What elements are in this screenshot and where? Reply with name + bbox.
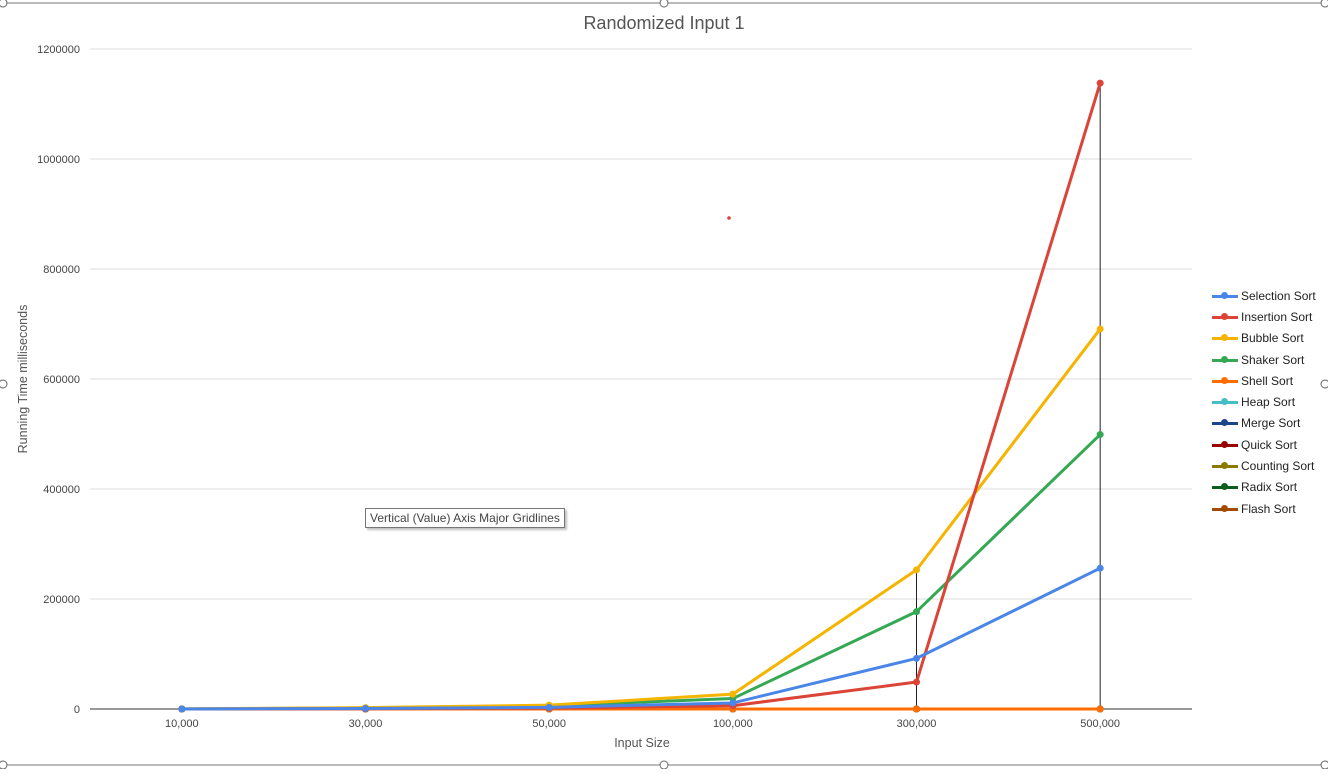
x-tick-label: 30,000 xyxy=(349,718,383,730)
series-shaker-sort[interactable] xyxy=(178,431,1104,713)
data-point[interactable] xyxy=(1096,325,1104,333)
series-line[interactable] xyxy=(181,566,1101,711)
gridlines[interactable] xyxy=(90,48,1192,710)
series-line[interactable] xyxy=(181,328,1102,711)
legend-item[interactable]: Flash Sort xyxy=(1212,498,1326,519)
legend[interactable]: Selection Sort Insertion Sort Bubble Sort S… xyxy=(1212,285,1326,519)
resize-handle-top-left[interactable] xyxy=(0,0,8,8)
resize-handle-bottom-right[interactable] xyxy=(1320,760,1328,770)
legend-label: Flash Sort xyxy=(1241,501,1296,516)
legend-swatch xyxy=(1212,440,1238,450)
legend-item[interactable]: Radix Sort xyxy=(1212,477,1326,498)
resize-handle-bottom-center[interactable] xyxy=(659,760,669,770)
legend-label: Heap Sort xyxy=(1241,395,1296,410)
legend-label: Selection Sort xyxy=(1241,288,1316,303)
data-point[interactable] xyxy=(913,608,920,616)
y-tick-label: 600000 xyxy=(43,374,80,386)
data-point[interactable] xyxy=(729,690,737,698)
data-point[interactable] xyxy=(362,704,369,712)
data-point[interactable] xyxy=(545,703,553,711)
series-selection-sort[interactable] xyxy=(178,564,1104,713)
y-tick-label: 400000 xyxy=(43,484,80,496)
legend-item[interactable]: Bubble Sort xyxy=(1212,328,1326,349)
data-point[interactable] xyxy=(1096,79,1104,87)
resize-handle-mid-right[interactable] xyxy=(1320,379,1328,389)
legend-label: Merge Sort xyxy=(1241,416,1301,431)
legend-swatch xyxy=(1212,461,1238,471)
y-axis-title[interactable]: Running Time milliseconds xyxy=(16,305,30,454)
legend-swatch xyxy=(1212,418,1238,428)
data-point[interactable] xyxy=(913,678,920,686)
legend-swatch xyxy=(1212,397,1238,407)
legend-label: Counting Sort xyxy=(1241,459,1315,474)
legend-label: Shaker Sort xyxy=(1241,352,1305,367)
resize-handle-bottom-left[interactable] xyxy=(0,760,8,770)
series-line[interactable] xyxy=(181,82,1102,711)
legend-item[interactable]: Shaker Sort xyxy=(1212,349,1326,370)
legend-item[interactable]: Selection Sort xyxy=(1212,285,1326,306)
series-line[interactable] xyxy=(181,433,1102,711)
legend-swatch xyxy=(1212,482,1238,492)
y-axis-ticks[interactable]: 0 200000 400000 600000 800000 1000000 1200000 xyxy=(37,44,80,716)
legend-item[interactable]: Quick Sort xyxy=(1212,434,1326,455)
legend-swatch xyxy=(1212,312,1238,322)
x-axis-title[interactable]: Input Size xyxy=(614,736,670,750)
resize-handle-mid-left[interactable] xyxy=(0,379,8,389)
x-tick-label: 300,000 xyxy=(897,718,937,730)
x-tick-label: 50,000 xyxy=(532,718,566,730)
legend-item[interactable]: Heap Sort xyxy=(1212,391,1326,412)
x-tick-label: 10,000 xyxy=(165,718,199,730)
legend-item[interactable]: Merge Sort xyxy=(1212,413,1326,434)
series-insertion-sort[interactable] xyxy=(178,79,1104,713)
data-point[interactable] xyxy=(729,699,737,707)
legend-item[interactable]: Counting Sort xyxy=(1212,455,1326,476)
x-tick-label: 100,000 xyxy=(713,718,753,730)
y-tick-label: 1000000 xyxy=(37,154,80,166)
y-tick-label: 1200000 xyxy=(37,44,80,56)
series-lines[interactable] xyxy=(178,79,1104,713)
legend-label: Shell Sort xyxy=(1241,373,1294,388)
legend-item[interactable]: Shell Sort xyxy=(1212,370,1326,391)
resize-handle-top-center[interactable] xyxy=(659,0,669,8)
x-tick-label: 500,000 xyxy=(1080,718,1120,730)
legend-label: Insertion Sort xyxy=(1241,309,1313,324)
x-axis-ticks[interactable]: 10,000 30,000 50,000 100,000 300,000 500,000 xyxy=(165,718,1120,730)
y-tick-label: 200000 xyxy=(43,594,80,606)
legend-swatch xyxy=(1212,504,1238,514)
drop-lines xyxy=(916,83,1101,709)
y-tick-label: 0 xyxy=(74,704,80,716)
legend-label: Radix Sort xyxy=(1241,480,1298,495)
data-point[interactable] xyxy=(178,705,186,713)
tooltip: Vertical (Value) Axis Major Gridlines xyxy=(365,508,565,528)
data-point[interactable] xyxy=(913,654,920,662)
legend-label: Quick Sort xyxy=(1241,437,1298,452)
data-point[interactable] xyxy=(1096,705,1104,713)
legend-swatch xyxy=(1212,291,1238,301)
data-point[interactable] xyxy=(913,705,920,713)
legend-swatch xyxy=(1212,355,1238,365)
series-bubble-sort[interactable] xyxy=(178,325,1104,713)
stray-marker[interactable] xyxy=(727,216,731,220)
data-point[interactable] xyxy=(1096,431,1104,439)
legend-item[interactable]: Insertion Sort xyxy=(1212,306,1326,327)
y-tick-label: 800000 xyxy=(43,264,80,276)
data-point[interactable] xyxy=(913,566,920,574)
legend-swatch xyxy=(1212,333,1238,343)
resize-handle-top-right[interactable] xyxy=(1320,0,1328,8)
chart-title[interactable]: Randomized Input 1 xyxy=(583,13,744,33)
legend-swatch xyxy=(1212,376,1238,386)
data-point[interactable] xyxy=(1096,564,1104,572)
legend-label: Bubble Sort xyxy=(1241,331,1304,346)
